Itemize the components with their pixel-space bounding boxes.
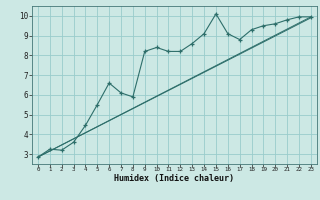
- X-axis label: Humidex (Indice chaleur): Humidex (Indice chaleur): [115, 174, 234, 183]
